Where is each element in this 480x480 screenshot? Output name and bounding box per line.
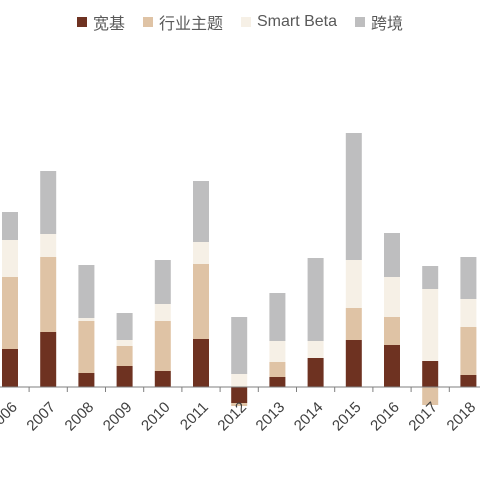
bar-segment bbox=[269, 362, 286, 377]
bar-segment bbox=[269, 293, 286, 341]
bar-segment bbox=[154, 321, 171, 371]
bar-segment bbox=[193, 339, 209, 387]
bar-segment bbox=[345, 308, 362, 340]
bar-segment bbox=[307, 358, 324, 387]
legend-item-smart-beta: Smart Beta bbox=[240, 13, 338, 31]
bar-segment bbox=[345, 260, 362, 308]
bar-segment bbox=[40, 171, 57, 234]
bar-segment bbox=[78, 321, 95, 373]
bar-segment bbox=[460, 327, 477, 375]
bar-segment bbox=[154, 371, 171, 387]
bar-segment bbox=[154, 304, 171, 321]
bar-segment bbox=[269, 377, 286, 387]
bar-segment bbox=[40, 332, 57, 387]
bars bbox=[2, 133, 477, 406]
x-tick-label: 2014 bbox=[291, 399, 327, 435]
bar-segment bbox=[384, 233, 400, 277]
bar-segment bbox=[231, 387, 248, 403]
x-tick-label: 2009 bbox=[100, 399, 136, 435]
legend-swatch bbox=[76, 17, 87, 27]
bar-segment bbox=[2, 349, 18, 387]
legend-label: 跨境 bbox=[371, 16, 404, 33]
bar-segment bbox=[460, 375, 477, 387]
bar-segment bbox=[422, 289, 439, 361]
bar-segment bbox=[384, 317, 400, 345]
bar-segment bbox=[78, 318, 95, 321]
bar-segment bbox=[345, 340, 362, 387]
bar-segment bbox=[193, 181, 209, 242]
bar-segment bbox=[2, 240, 18, 277]
x-tick-label: 2007 bbox=[23, 399, 59, 435]
bar-segment bbox=[2, 212, 18, 240]
bar-segment bbox=[116, 346, 133, 366]
bar-segment bbox=[307, 258, 324, 341]
bar-segment bbox=[116, 366, 133, 387]
bar-segment bbox=[231, 374, 248, 387]
bar-segment bbox=[384, 345, 400, 387]
legend-label: 宽基 bbox=[92, 16, 125, 33]
bar-segment bbox=[345, 133, 362, 260]
bar-segment bbox=[422, 361, 439, 387]
bar-segment bbox=[116, 340, 133, 346]
bar-segment bbox=[116, 313, 133, 340]
bar-segment bbox=[231, 317, 248, 374]
legend-swatch bbox=[355, 17, 366, 27]
bar-segment bbox=[40, 257, 57, 332]
legend-item-broad-base: 宽基 bbox=[76, 10, 125, 34]
legend: 宽基 行业主题 Smart Beta 跨境 bbox=[0, 10, 480, 34]
bar-segment bbox=[193, 264, 209, 339]
x-tick-label: 2006 bbox=[0, 399, 21, 435]
x-tick-label: 2008 bbox=[62, 399, 98, 435]
bar-segment bbox=[2, 277, 18, 349]
x-tick-label: 2015 bbox=[329, 399, 365, 435]
x-tick-label: 2016 bbox=[367, 399, 403, 435]
bar-segment bbox=[193, 242, 209, 264]
legend-swatch bbox=[240, 17, 251, 27]
bar-segment bbox=[422, 387, 439, 405]
bar-segment bbox=[460, 257, 477, 299]
legend-item-industry-theme: 行业主题 bbox=[142, 10, 223, 34]
x-tick-label: 2011 bbox=[177, 399, 212, 434]
bar-segment bbox=[40, 234, 57, 257]
x-tick-label: 2018 bbox=[444, 399, 480, 435]
bar-segment bbox=[78, 373, 95, 387]
bar-segment bbox=[422, 266, 439, 289]
bar-segment bbox=[307, 341, 324, 358]
legend-label: Smart Beta bbox=[256, 13, 338, 30]
legend-item-cross-border: 跨境 bbox=[355, 10, 403, 34]
bar-segment bbox=[154, 260, 171, 304]
legend-label: 行业主题 bbox=[158, 16, 223, 33]
bar-segment bbox=[384, 277, 400, 317]
bar-segment bbox=[269, 341, 286, 362]
x-tick-label: 2013 bbox=[253, 399, 289, 435]
x-tick-label: 2010 bbox=[138, 399, 174, 435]
bar-segment bbox=[78, 265, 95, 318]
bar-segment bbox=[231, 403, 248, 406]
legend-swatch bbox=[142, 17, 153, 27]
bar-segment bbox=[460, 299, 477, 327]
